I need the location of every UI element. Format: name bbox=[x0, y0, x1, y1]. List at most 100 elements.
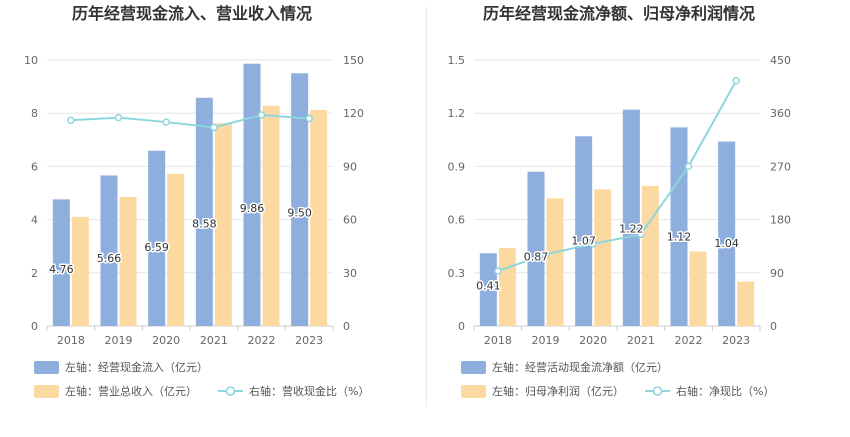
bar-data-label: 9.86 bbox=[240, 202, 265, 215]
legend-line-marker bbox=[225, 386, 236, 396]
left-axis-tick: 10 bbox=[24, 54, 38, 67]
x-axis-category-label: 2022 bbox=[675, 334, 703, 347]
chart-cash-inflow-revenue: 历年经营现金流入、营业收入情况 0 0 2 30 4 60 6 90 8 120 10 150 2018 2… bbox=[24, 4, 369, 398]
left-axis-tick: 6 bbox=[31, 160, 38, 173]
chart-title: 历年经营现金流净额、归母净利润情况 bbox=[483, 4, 755, 23]
ratio-point bbox=[732, 76, 740, 85]
x-axis-category-label: 2018 bbox=[484, 334, 512, 347]
x-axis-category-label: 2022 bbox=[248, 334, 276, 347]
x-axis-category-label: 2019 bbox=[105, 334, 133, 347]
left-axis-tick: 0.6 bbox=[448, 214, 466, 227]
right-axis-tick: 90 bbox=[770, 267, 784, 280]
right-axis-tick: 150 bbox=[343, 54, 364, 67]
ratio-line bbox=[70, 113, 310, 129]
bar-primary bbox=[575, 136, 593, 326]
bar-secondary bbox=[310, 110, 328, 327]
ratio-point bbox=[162, 118, 170, 126]
bar-data-label: 1.04 bbox=[714, 237, 739, 250]
legend-label: 左轴：经营活动现金流净额（亿元） bbox=[492, 360, 668, 374]
x-axis-category-label: 2020 bbox=[152, 334, 180, 347]
right-axis-tick: 60 bbox=[343, 214, 357, 227]
bar-data-label: 1.12 bbox=[667, 231, 692, 244]
right-axis-tick: 120 bbox=[343, 107, 364, 120]
chart-title: 历年经营现金流入、营业收入情况 bbox=[72, 4, 312, 23]
right-axis-tick: 90 bbox=[343, 160, 357, 173]
ratio-point bbox=[684, 162, 693, 171]
ratio-point bbox=[305, 114, 313, 123]
left-axis-tick: 0 bbox=[31, 320, 38, 333]
bar-secondary bbox=[167, 173, 185, 326]
bar-primary bbox=[243, 63, 261, 326]
bar-primary bbox=[291, 73, 309, 326]
left-axis-tick: 1.2 bbox=[448, 107, 466, 120]
bar-secondary bbox=[689, 251, 707, 326]
x-axis-category-label: 2019 bbox=[532, 334, 560, 347]
bar-secondary bbox=[498, 247, 516, 326]
bar-data-label: 1.22 bbox=[619, 223, 644, 236]
right-axis-tick: 450 bbox=[770, 54, 791, 67]
bar-data-label: 8.58 bbox=[192, 217, 217, 230]
right-axis-tick: 360 bbox=[770, 107, 791, 120]
bar-secondary bbox=[594, 189, 612, 326]
right-axis-tick: 270 bbox=[770, 160, 791, 173]
x-axis-category-label: 2021 bbox=[200, 334, 228, 347]
legend-label: 左轴：营业总收入（亿元） bbox=[65, 384, 197, 398]
bar-primary bbox=[148, 150, 166, 326]
bar-data-label: 4.76 bbox=[49, 263, 74, 276]
bar-secondary bbox=[262, 105, 280, 326]
ratio-point bbox=[114, 113, 123, 122]
bar-data-label: 6.59 bbox=[144, 241, 169, 254]
bar-secondary bbox=[546, 198, 564, 326]
left-axis-tick: 0 bbox=[458, 320, 465, 333]
bar-data-label: 9.50 bbox=[287, 206, 312, 219]
x-axis-category-label: 2020 bbox=[579, 334, 607, 347]
right-axis-tick: 0 bbox=[770, 320, 777, 333]
bar-data-label: 1.07 bbox=[571, 235, 596, 248]
bar-data-label: 5.66 bbox=[97, 252, 122, 265]
legend-swatch bbox=[461, 361, 486, 374]
bar-primary bbox=[479, 253, 497, 326]
chart-net-cash-flow-profit: 历年经营现金流净额、归母净利润情况 0 0 0.3 90 0.6 180 0.9 270 1.2 3… bbox=[448, 4, 791, 398]
left-axis-tick: 1.5 bbox=[448, 54, 466, 67]
legend-swatch bbox=[34, 385, 59, 398]
legend-label: 左轴：经营现金流入（亿元） bbox=[65, 360, 208, 374]
ratio-point bbox=[541, 250, 550, 259]
ratio-line bbox=[497, 80, 738, 272]
bar-primary bbox=[622, 109, 640, 326]
bar-primary bbox=[52, 199, 70, 326]
left-axis-tick: 0.3 bbox=[448, 267, 466, 280]
legend-swatch bbox=[34, 361, 59, 374]
left-axis-tick: 0.9 bbox=[448, 160, 466, 173]
bar-primary bbox=[670, 127, 688, 327]
right-axis-tick: 0 bbox=[343, 320, 350, 333]
right-axis-tick: 180 bbox=[770, 214, 791, 227]
ratio-point bbox=[210, 123, 218, 132]
bar-primary bbox=[100, 175, 118, 326]
bar-primary bbox=[718, 141, 736, 326]
bar-primary bbox=[527, 171, 545, 326]
x-axis-category-label: 2023 bbox=[722, 334, 750, 347]
bar-secondary bbox=[71, 216, 89, 326]
ratio-point bbox=[589, 240, 597, 248]
bar-secondary bbox=[737, 281, 755, 326]
left-axis-tick: 8 bbox=[31, 107, 38, 120]
legend-label: 右轴：营收现金比（%） bbox=[249, 384, 369, 398]
panel-divider bbox=[426, 6, 427, 406]
bar-secondary bbox=[641, 185, 659, 326]
legend-line-marker bbox=[652, 386, 663, 396]
legend-swatch bbox=[461, 385, 486, 398]
bar-secondary bbox=[214, 123, 232, 326]
ratio-point bbox=[257, 111, 266, 119]
ratio-point bbox=[494, 267, 502, 275]
legend-label: 左轴：归母净利润（亿元） bbox=[492, 384, 624, 398]
bar-data-label: 0.41 bbox=[476, 279, 501, 292]
x-axis-category-label: 2021 bbox=[627, 334, 655, 347]
right-axis-tick: 30 bbox=[343, 267, 357, 280]
left-axis-tick: 2 bbox=[31, 267, 38, 280]
bar-data-label: 0.87 bbox=[524, 251, 549, 264]
bar-primary bbox=[195, 97, 213, 326]
x-axis-category-label: 2023 bbox=[295, 334, 323, 347]
x-axis-category-label: 2018 bbox=[57, 334, 85, 347]
ratio-point bbox=[637, 230, 645, 239]
